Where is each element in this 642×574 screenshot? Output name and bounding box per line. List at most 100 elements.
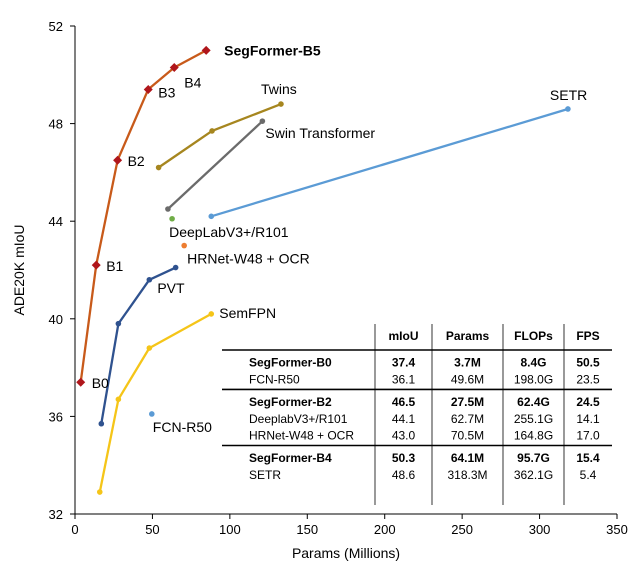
table-cell-miou: 44.1 xyxy=(392,412,416,426)
table-header-flops: FLOPs xyxy=(514,329,553,343)
table-cell-flops: 362.1G xyxy=(514,468,553,482)
label-segformer-b2: B2 xyxy=(128,153,145,169)
table-cell-model: SegFormer-B0 xyxy=(249,356,332,370)
y-tick-label: 32 xyxy=(49,507,63,522)
table-cell-model: DeeplabV3+/R101 xyxy=(249,412,348,426)
table-cell-fps: 14.1 xyxy=(576,412,600,426)
table-cell-flops: 164.8G xyxy=(514,429,553,443)
label-semfpn: SemFPN xyxy=(219,305,276,321)
x-axis-label: Params (Millions) xyxy=(292,545,400,561)
y-tick-label: 52 xyxy=(49,19,63,34)
table-header-miou: mIoU xyxy=(389,329,419,343)
x-tick-label: 250 xyxy=(451,522,473,537)
plot-series xyxy=(76,45,571,495)
x-tick-label: 100 xyxy=(219,522,241,537)
data-point xyxy=(149,411,155,417)
label-hrnet-w48-ocr: HRNet-W48 + OCR xyxy=(187,251,310,267)
table-cell-model: SETR xyxy=(249,468,281,482)
series-swin-transformer xyxy=(165,118,266,212)
table-cell-miou: 36.1 xyxy=(392,372,416,386)
axes: 0 50 100 150 200 250 300 350 32 36 40 44 48 52 Params … xyxy=(11,19,628,561)
data-point xyxy=(169,215,175,222)
label-segformer-segformer-b5: SegFormer-B5 xyxy=(224,42,321,58)
series-deeplabv3-r101 xyxy=(169,215,175,222)
table-cell-flops: 198.0G xyxy=(514,372,553,386)
x-tick-label: 350 xyxy=(606,522,628,537)
label-segformer-b1: B1 xyxy=(106,258,123,274)
data-point-diamond xyxy=(143,84,153,94)
table-cell-fps: 17.0 xyxy=(576,429,600,443)
series-line-setr xyxy=(210,107,569,218)
table-cell-fps: 24.5 xyxy=(576,395,600,409)
series-setr xyxy=(208,106,571,220)
table-cell-flops: 8.4G xyxy=(520,356,546,370)
table-background xyxy=(218,322,616,510)
series-line-swin-transformer xyxy=(167,120,264,210)
y-tick-label: 40 xyxy=(49,312,63,327)
series-line-segformer xyxy=(79,49,207,383)
label-fcn-r50: FCN-R50 xyxy=(153,419,212,435)
data-point-diamond xyxy=(201,45,211,55)
y-axis-label: ADE20K mIoU xyxy=(11,224,27,315)
data-point xyxy=(146,345,153,351)
table-header-params: Params xyxy=(446,329,490,343)
series-fcn-r50 xyxy=(149,411,155,417)
series-line-pvt xyxy=(100,266,177,424)
table-cell-miou: 37.4 xyxy=(392,356,416,370)
data-point xyxy=(278,101,284,107)
table-cell-fps: 5.4 xyxy=(580,468,597,482)
table-cell-params: 62.7M xyxy=(451,412,484,426)
label-deeplabv3-r101: DeepLabV3+/R101 xyxy=(169,224,289,240)
y-tick-label: 48 xyxy=(49,117,63,132)
table-cell-params: 27.5M xyxy=(451,395,484,409)
table-cell-model: HRNet-W48 + OCR xyxy=(249,429,354,443)
label-pvt: PVT xyxy=(157,280,185,296)
table-cell-params: 64.1M xyxy=(451,451,484,465)
data-point xyxy=(172,264,179,271)
x-tick-label: 300 xyxy=(529,522,551,537)
data-point xyxy=(208,311,215,317)
table-cell-params: 318.3M xyxy=(447,468,487,482)
data-point xyxy=(259,118,266,124)
table-cell-params: 70.5M xyxy=(451,429,484,443)
series-line-semfpn xyxy=(98,312,212,493)
table-cell-flops: 95.7G xyxy=(517,451,550,465)
table-cell-fps: 23.5 xyxy=(576,372,600,386)
data-point xyxy=(146,276,153,283)
label-segformer-b3: B3 xyxy=(158,84,175,100)
table-cell-miou: 43.0 xyxy=(392,429,416,443)
table-cell-model: FCN-R50 xyxy=(249,372,300,386)
table-cell-model: SegFormer-B4 xyxy=(249,451,332,465)
series-line-twins xyxy=(157,103,282,169)
data-point-diamond xyxy=(113,155,123,165)
data-point xyxy=(565,106,571,112)
y-tick-label: 36 xyxy=(49,409,63,424)
data-point-diamond xyxy=(169,62,179,72)
table-cell-flops: 255.1G xyxy=(514,412,553,426)
y-tick-label: 44 xyxy=(49,214,63,229)
data-point xyxy=(209,128,215,134)
data-point-diamond xyxy=(91,260,101,270)
series-pvt xyxy=(98,264,179,427)
table-cell-miou: 50.3 xyxy=(392,451,416,465)
label-setr: SETR xyxy=(550,87,587,103)
data-point xyxy=(96,489,103,495)
data-point-diamond xyxy=(76,377,86,387)
table-cell-fps: 50.5 xyxy=(576,356,600,370)
x-tick-label: 150 xyxy=(296,522,318,537)
label-segformer-b0: B0 xyxy=(92,375,109,391)
data-point xyxy=(98,420,105,427)
label-swin-transformer: Swin Transformer xyxy=(265,125,375,141)
series-twins xyxy=(155,101,284,171)
table-cell-miou: 46.5 xyxy=(392,395,416,409)
label-segformer-b4: B4 xyxy=(184,74,201,90)
series-segformer xyxy=(76,45,211,387)
x-tick-label: 50 xyxy=(145,522,159,537)
data-point xyxy=(208,213,215,220)
label-twins: Twins xyxy=(261,81,297,97)
data-point xyxy=(155,164,162,171)
data-point xyxy=(115,320,122,327)
data-point xyxy=(165,206,171,212)
series-hrnet-w48-ocr xyxy=(181,242,187,249)
table-cell-miou: 48.6 xyxy=(392,468,416,482)
